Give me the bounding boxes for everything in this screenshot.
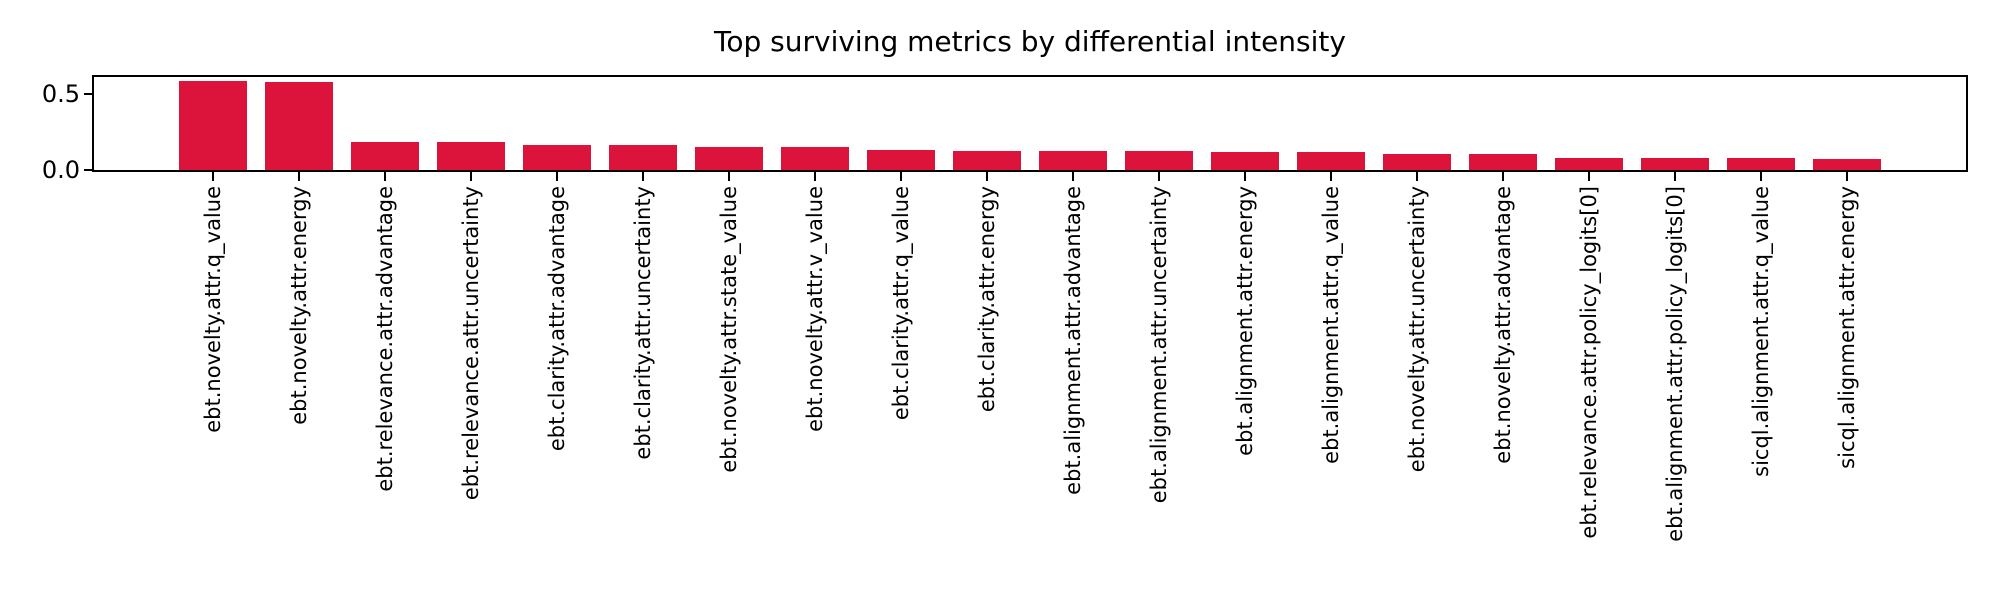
bar-ebt.novelty.attr.energy <box>265 82 333 170</box>
x-tick-label: ebt.relevance.attr.advantage <box>373 186 397 492</box>
bar-ebt.alignment.attr.policy_logits[0] <box>1641 158 1709 170</box>
x-tick-mark <box>470 172 472 181</box>
x-tick-label: ebt.novelty.attr.uncertainty <box>1405 186 1429 473</box>
bar-ebt.clarity.attr.energy <box>953 151 1021 170</box>
x-tick-label: ebt.clarity.attr.q_value <box>889 186 913 421</box>
x-tick-mark <box>1330 172 1332 181</box>
x-tick-mark <box>1244 172 1246 181</box>
x-tick-mark <box>212 172 214 181</box>
x-tick-label: ebt.novelty.attr.energy <box>287 186 311 425</box>
x-tick-label: sicql.alignment.attr.q_value <box>1749 186 1773 477</box>
x-tick-mark <box>1502 172 1504 181</box>
bar-ebt.novelty.attr.q_value <box>179 81 247 170</box>
bar-sicql.alignment.attr.q_value <box>1727 158 1795 170</box>
x-tick-mark <box>900 172 902 181</box>
bar-ebt.clarity.attr.q_value <box>867 150 935 170</box>
x-tick-mark <box>1760 172 1762 181</box>
chart-title: Top surviving metrics by differential in… <box>714 25 1346 58</box>
bar-ebt.relevance.attr.policy_logits[0] <box>1555 158 1623 170</box>
x-tick-label: sicql.alignment.attr.energy <box>1835 186 1859 469</box>
y-tick-label: 0.0 <box>41 156 80 184</box>
bar-ebt.alignment.attr.uncertainty <box>1125 151 1193 170</box>
x-tick-label: ebt.novelty.attr.q_value <box>201 186 225 433</box>
x-tick-mark <box>1416 172 1418 181</box>
x-tick-mark <box>384 172 386 181</box>
x-tick-label: ebt.alignment.attr.advantage <box>1061 186 1085 495</box>
x-tick-label: ebt.relevance.attr.uncertainty <box>459 186 483 501</box>
x-tick-mark <box>556 172 558 181</box>
x-tick-mark <box>298 172 300 181</box>
x-tick-label: ebt.alignment.attr.energy <box>1233 186 1257 456</box>
bar-ebt.alignment.attr.energy <box>1211 152 1279 170</box>
x-tick-mark <box>1158 172 1160 181</box>
x-tick-mark <box>728 172 730 181</box>
bar-ebt.alignment.attr.q_value <box>1297 152 1365 170</box>
bar-ebt.clarity.attr.uncertainty <box>609 145 677 170</box>
bar-ebt.novelty.attr.v_value <box>781 147 849 170</box>
x-tick-label: ebt.clarity.attr.energy <box>975 186 999 413</box>
bar-ebt.novelty.attr.advantage <box>1469 154 1537 170</box>
x-tick-label: ebt.alignment.attr.policy_logits[0] <box>1663 186 1687 542</box>
x-tick-label: ebt.clarity.attr.advantage <box>545 186 569 452</box>
x-tick-mark <box>642 172 644 181</box>
x-tick-label: ebt.clarity.attr.uncertainty <box>631 186 655 460</box>
y-tick-mark <box>84 93 93 96</box>
bar-ebt.relevance.attr.advantage <box>351 142 419 170</box>
x-tick-label: ebt.novelty.attr.v_value <box>803 186 827 432</box>
x-tick-mark <box>1674 172 1676 181</box>
bar-ebt.clarity.attr.advantage <box>523 145 591 170</box>
plot-area <box>92 75 1968 172</box>
x-tick-label: ebt.alignment.attr.q_value <box>1319 186 1343 464</box>
y-tick-label: 0.5 <box>41 80 80 109</box>
x-tick-label: ebt.relevance.attr.policy_logits[0] <box>1577 186 1601 539</box>
x-tick-mark <box>986 172 988 181</box>
y-tick-mark <box>84 169 93 171</box>
bar-ebt.novelty.attr.state_value <box>695 147 763 170</box>
x-tick-label: ebt.novelty.attr.advantage <box>1491 186 1515 464</box>
x-tick-label: ebt.alignment.attr.uncertainty <box>1147 186 1171 504</box>
x-tick-mark <box>1846 172 1848 181</box>
bar-sicql.alignment.attr.energy <box>1813 159 1881 170</box>
x-tick-mark <box>814 172 816 181</box>
bar-ebt.novelty.attr.uncertainty <box>1383 154 1451 170</box>
x-tick-mark <box>1072 172 1074 181</box>
x-tick-label: ebt.novelty.attr.state_value <box>717 186 741 473</box>
bar-ebt.relevance.attr.uncertainty <box>437 142 505 170</box>
bar-ebt.alignment.attr.advantage <box>1039 151 1107 170</box>
x-tick-mark <box>1588 172 1590 181</box>
